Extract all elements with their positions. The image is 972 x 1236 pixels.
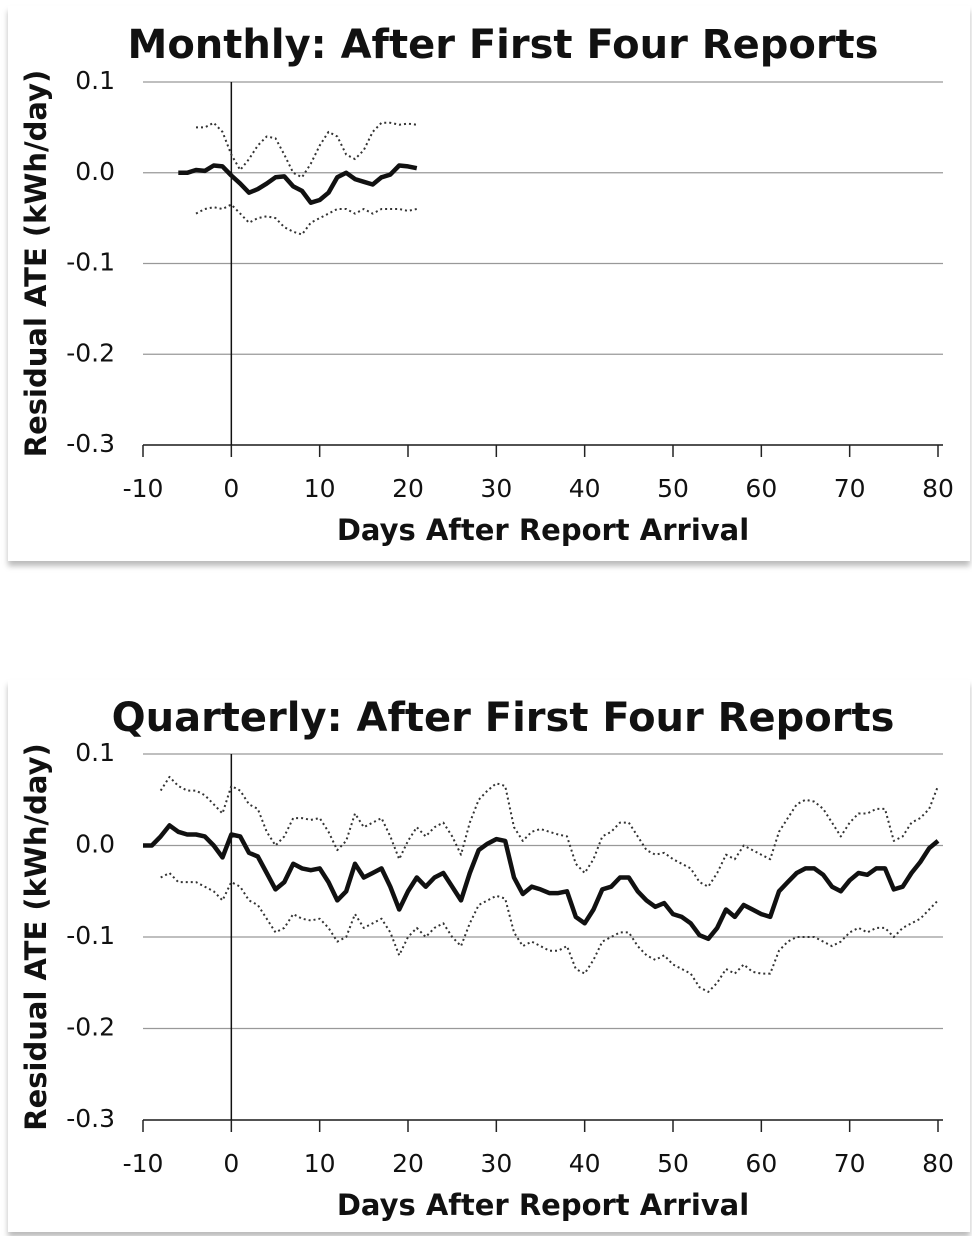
x-tick-label: 30 — [480, 474, 512, 503]
y-tick-label: 0.1 — [75, 738, 115, 767]
x-tick-label: 10 — [304, 1149, 336, 1178]
x-axis-label: Days After Report Arrival — [337, 513, 749, 547]
line-series — [160, 872, 939, 993]
x-tick-label: 60 — [745, 474, 777, 503]
x-tick-label: 50 — [657, 1149, 689, 1178]
panel — [8, 6, 970, 561]
y-axis-label: Residual ATE (kWh/day) — [19, 70, 53, 457]
x-tick-label: -10 — [123, 474, 164, 503]
x-tick-label: 40 — [569, 1149, 601, 1178]
y-tick-label: -0.3 — [66, 429, 115, 458]
line-series — [159, 775, 939, 888]
y-tick-label: -0.1 — [66, 921, 115, 950]
x-tick-label: -10 — [123, 1149, 164, 1178]
line-series — [178, 163, 418, 205]
y-tick-label: -0.2 — [66, 338, 115, 367]
x-tick-label: 0 — [223, 474, 239, 503]
x-tick-label: 80 — [922, 1149, 954, 1178]
x-tick-label: 20 — [392, 474, 424, 503]
y-tick-label: 0.0 — [75, 157, 115, 186]
x-tick-label: 50 — [657, 474, 689, 503]
x-tick-label: 20 — [392, 1149, 424, 1178]
panel — [8, 680, 970, 1232]
x-tick-label: 10 — [304, 474, 336, 503]
y-tick-label: -0.3 — [66, 1104, 115, 1133]
x-axis-label: Days After Report Arrival — [337, 1188, 749, 1222]
y-tick-label: -0.2 — [66, 1013, 115, 1042]
y-tick-label: 0.0 — [75, 830, 115, 859]
x-tick-label: 70 — [834, 474, 866, 503]
line-series — [195, 203, 418, 236]
x-tick-label: 60 — [745, 1149, 777, 1178]
chart-title: Monthly: After First Four Reports — [128, 22, 879, 68]
chart-title: Quarterly: After First Four Reports — [112, 695, 895, 741]
y-tick-label: -0.1 — [66, 248, 115, 277]
y-tick-label: 0.1 — [75, 66, 115, 95]
line-series — [196, 121, 417, 179]
x-tick-label: 80 — [922, 474, 954, 503]
x-tick-label: 70 — [834, 1149, 866, 1178]
x-tick-label: 0 — [223, 1149, 239, 1178]
x-tick-label: 30 — [480, 1149, 512, 1178]
y-axis-label: Residual ATE (kWh/day) — [19, 743, 53, 1130]
x-tick-label: 40 — [569, 474, 601, 503]
line-series — [143, 823, 940, 942]
